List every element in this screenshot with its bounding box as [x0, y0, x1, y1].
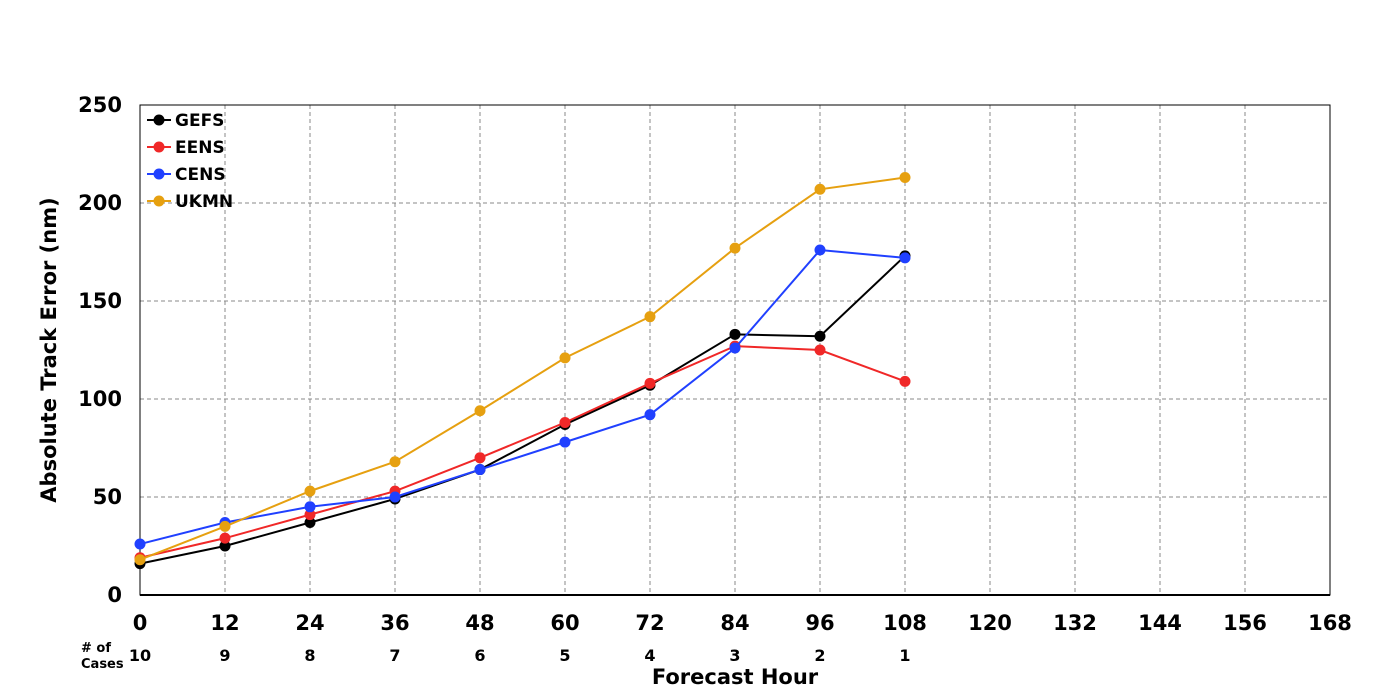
case-count-label: 10	[129, 646, 151, 665]
axes: 0 12 24 36 48 60 72 84 96 108 120 132 144 156 16805010…	[78, 93, 1352, 665]
series-cens	[134, 244, 911, 550]
y-tick-label: 0	[107, 583, 122, 607]
x-tick-label: 156	[1223, 611, 1267, 635]
legend-entry-gefs: GEFS	[147, 111, 224, 131]
data-point	[644, 377, 656, 389]
series-line	[139, 255, 906, 565]
x-tick-label: 96	[805, 611, 834, 635]
legend-marker	[153, 195, 165, 207]
legend-label: GEFS	[175, 111, 224, 131]
cases-title-line2: Cases	[81, 657, 124, 672]
series	[134, 172, 911, 570]
data-point	[474, 405, 486, 417]
x-tick-label: 0	[133, 611, 148, 635]
data-point	[814, 183, 826, 195]
case-count-label: 3	[729, 646, 740, 665]
x-axis-title: Forecast Hour	[652, 665, 819, 689]
data-point	[219, 540, 231, 552]
x-tick-label: 36	[380, 611, 409, 635]
data-point	[134, 538, 146, 550]
data-point	[474, 452, 486, 464]
x-tick-label: 60	[550, 611, 579, 635]
data-point	[899, 172, 911, 184]
data-point	[814, 330, 826, 342]
x-tick-label: 120	[968, 611, 1012, 635]
series-line	[139, 248, 906, 546]
data-point	[304, 509, 316, 521]
data-point	[729, 242, 741, 254]
data-point	[219, 520, 231, 532]
x-tick-label: 168	[1308, 611, 1352, 635]
x-tick-label: 132	[1053, 611, 1097, 635]
cases-title-line1: # of	[81, 641, 111, 656]
case-count-label: 5	[559, 646, 570, 665]
data-point	[304, 501, 316, 513]
y-tick-label: 50	[93, 485, 122, 509]
grid	[140, 105, 1330, 595]
series-ukmn	[134, 172, 911, 566]
data-point	[644, 311, 656, 323]
data-point	[729, 342, 741, 354]
y-tick-label: 250	[78, 93, 122, 117]
case-count-label: 7	[389, 646, 400, 665]
case-count-label: 4	[644, 646, 655, 665]
data-point	[389, 456, 401, 468]
case-count-label: 8	[304, 646, 315, 665]
legend-entry-cens: CENS	[147, 165, 226, 185]
x-tick-label: 48	[465, 611, 494, 635]
data-point	[899, 375, 911, 387]
case-count-label: 6	[474, 646, 485, 665]
legend-marker	[153, 141, 165, 153]
case-count-label: 2	[814, 646, 825, 665]
data-point	[814, 244, 826, 256]
series-line	[139, 176, 906, 561]
x-tick-label: 12	[210, 611, 239, 635]
x-tick-label: 24	[295, 611, 324, 635]
data-point	[814, 344, 826, 356]
y-tick-label: 100	[78, 387, 122, 411]
data-point	[729, 328, 741, 340]
data-point	[219, 532, 231, 544]
series-line	[139, 345, 906, 559]
legend-entry-eens: EENS	[147, 138, 225, 158]
series-gefs	[134, 250, 911, 570]
x-tick-label: 108	[883, 611, 927, 635]
legend: GEFS EENS CENS UKMN	[147, 111, 233, 212]
legend-marker	[153, 114, 165, 126]
legend-entry-ukmn: UKMN	[147, 192, 233, 212]
data-point	[304, 516, 316, 528]
x-tick-label: 84	[720, 611, 749, 635]
legend-label: CENS	[175, 165, 226, 185]
data-point	[899, 252, 911, 264]
series-eens	[134, 340, 911, 564]
data-point	[134, 554, 146, 566]
data-point	[644, 409, 656, 421]
data-point	[559, 352, 571, 364]
data-point	[304, 485, 316, 497]
case-count-label: 1	[899, 646, 910, 665]
y-tick-label: 150	[78, 289, 122, 313]
x-tick-label: 144	[1138, 611, 1182, 635]
data-point	[559, 417, 571, 429]
data-point	[474, 464, 486, 476]
y-tick-label: 200	[78, 191, 122, 215]
y-axis-title: Absolute Track Error (nm)	[37, 197, 61, 502]
legend-label: EENS	[175, 138, 225, 158]
data-point	[559, 436, 571, 448]
case-count-label: 9	[219, 646, 230, 665]
x-tick-label: 72	[635, 611, 664, 635]
data-point	[389, 491, 401, 503]
legend-marker	[153, 168, 165, 180]
legend-label: UKMN	[175, 192, 233, 212]
